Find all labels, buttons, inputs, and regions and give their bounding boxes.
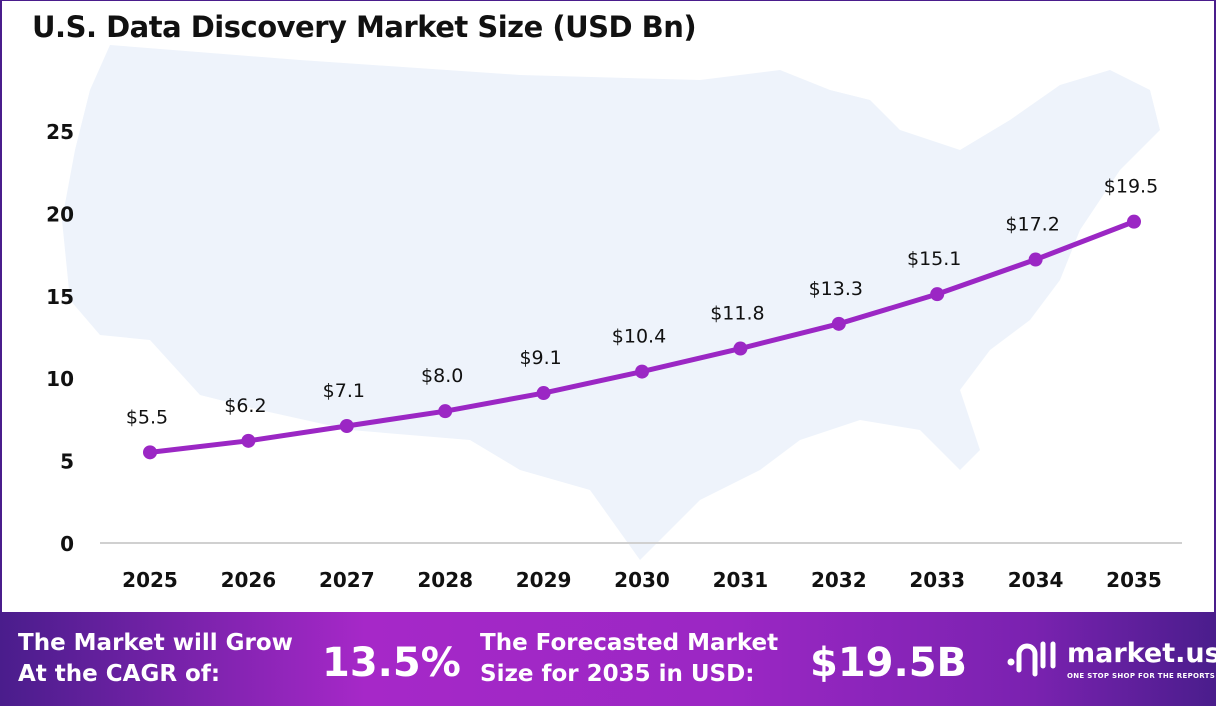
y-tick-label: 15 bbox=[46, 285, 74, 309]
x-tick-label: 2033 bbox=[909, 568, 965, 592]
x-tick-label: 2029 bbox=[516, 568, 572, 592]
y-tick-label: 10 bbox=[46, 367, 74, 391]
data-point bbox=[241, 433, 256, 448]
x-tick-label: 2027 bbox=[319, 568, 375, 592]
data-label: $11.8 bbox=[710, 303, 764, 325]
logo-name: market.us bbox=[1067, 638, 1216, 669]
x-tick-label: 2026 bbox=[221, 568, 277, 592]
data-label: $7.1 bbox=[323, 380, 365, 402]
us-map-silhouette bbox=[62, 45, 1160, 560]
data-point bbox=[635, 364, 649, 379]
logo-tagline: ONE STOP SHOP FOR THE REPORTS bbox=[1067, 672, 1216, 680]
cagr-label: The Market will Grow At the CAGR of: bbox=[18, 628, 293, 690]
data-point bbox=[1127, 214, 1141, 229]
cagr-label-line2: At the CAGR of: bbox=[18, 661, 221, 687]
footer-banner: The Market will Grow At the CAGR of: 13.… bbox=[0, 612, 1216, 706]
forecast-label: The Forecasted Market Size for 2035 in U… bbox=[480, 628, 778, 690]
y-tick-label: 5 bbox=[60, 450, 74, 474]
x-tick-label: 2025 bbox=[122, 568, 178, 592]
x-tick-label: 2034 bbox=[1008, 568, 1064, 592]
data-point bbox=[438, 404, 453, 419]
data-point bbox=[339, 418, 354, 433]
forecast-label-line1: The Forecasted Market bbox=[480, 630, 779, 656]
data-point bbox=[1028, 252, 1043, 267]
data-point bbox=[143, 445, 157, 460]
y-tick-label: 20 bbox=[46, 202, 74, 226]
data-point bbox=[733, 341, 748, 356]
forecast-value: $19.5B bbox=[810, 640, 968, 686]
x-tick-label: 2035 bbox=[1106, 568, 1162, 592]
data-label: $5.5 bbox=[126, 406, 168, 428]
x-tick-label: 2031 bbox=[713, 568, 769, 592]
y-tick-label: 0 bbox=[60, 532, 74, 556]
cagr-label-line1: The Market will Grow bbox=[18, 630, 293, 656]
data-label: $10.4 bbox=[612, 326, 666, 348]
market-us-logo: market.us ONE STOP SHOP FOR THE REPORTS bbox=[1005, 636, 1216, 684]
data-point bbox=[930, 287, 945, 302]
x-tick-label: 2028 bbox=[417, 568, 473, 592]
chart-frame bbox=[0, 0, 1216, 612]
cagr-value: 13.5% bbox=[322, 640, 461, 686]
data-label: $19.5 bbox=[1104, 176, 1158, 198]
data-label: $17.2 bbox=[1005, 214, 1059, 236]
forecast-label-line2: Size for 2035 in USD: bbox=[480, 661, 755, 687]
data-label: $8.0 bbox=[421, 365, 463, 387]
logo-mark-icon bbox=[1007, 641, 1056, 677]
x-tick-label: 2032 bbox=[811, 568, 867, 592]
x-tick-label: 2030 bbox=[614, 568, 670, 592]
data-label: $9.1 bbox=[519, 347, 561, 369]
data-label: $15.1 bbox=[907, 248, 961, 270]
data-point bbox=[831, 316, 846, 331]
data-label: $6.2 bbox=[224, 395, 266, 417]
data-point bbox=[536, 386, 551, 401]
chart-title: U.S. Data Discovery Market Size (USD Bn) bbox=[32, 10, 697, 44]
y-tick-label: 25 bbox=[46, 120, 74, 144]
data-label: $13.3 bbox=[809, 278, 863, 300]
